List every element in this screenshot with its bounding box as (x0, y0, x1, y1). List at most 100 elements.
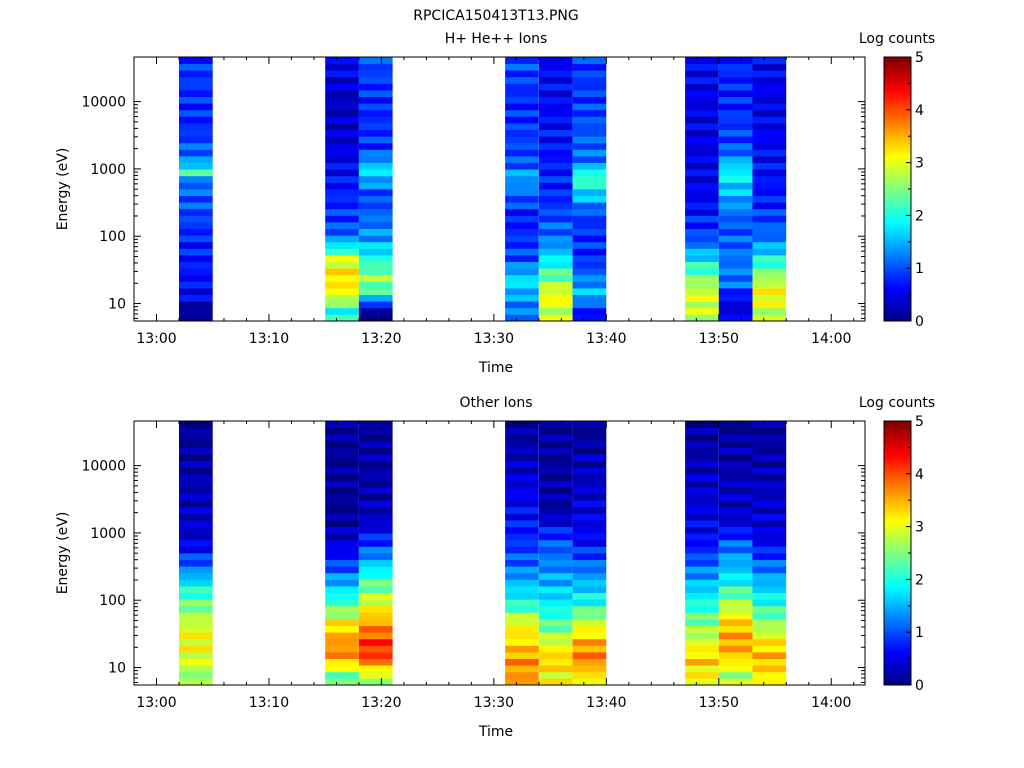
spectrogram-cell (325, 228, 359, 236)
spectrogram-cell (358, 500, 393, 508)
spectrogram-cell (325, 149, 359, 157)
spectrogram-cell (179, 195, 213, 203)
spectrogram-cell (325, 202, 359, 210)
spectrogram-cell (538, 307, 573, 315)
spectrogram-cell (505, 123, 539, 130)
spectrogram-cell (538, 586, 573, 593)
x-tick-label: 13:10 (249, 695, 289, 711)
spectrogram-cell (358, 572, 393, 580)
spectrogram-cell (572, 175, 607, 183)
spectrogram-cell (538, 473, 573, 481)
spectrogram-cell (358, 605, 393, 613)
spectrogram-cell (179, 533, 213, 541)
spectrogram-cell (685, 63, 719, 71)
spectrogram-cell (752, 294, 787, 302)
colorbar-segment (884, 513, 911, 517)
spectrogram-cell (505, 546, 539, 554)
colorbar-segment (884, 677, 911, 681)
spectrogram-cell (572, 70, 607, 78)
spectrogram-cell (358, 142, 393, 150)
colorbar-tick-label: 0 (915, 678, 924, 694)
spectrogram-cell (505, 109, 539, 117)
spectrogram-cell (752, 109, 787, 117)
colorbar-segment (884, 600, 911, 604)
spectrogram-cell (572, 638, 607, 646)
colorbar-segment (884, 70, 911, 74)
spectrogram-cell (718, 454, 753, 461)
spectrogram-cell (752, 473, 787, 481)
spectrogram-cell (572, 460, 607, 468)
spectrogram-cell (752, 195, 787, 203)
spectrogram-cell (685, 671, 719, 679)
spectrogram-cell (685, 625, 719, 633)
spectrogram-cell (358, 156, 393, 163)
colorbar-segment (884, 547, 911, 551)
spectrogram-cell (358, 294, 393, 302)
spectrogram-cell (325, 440, 359, 448)
colorbar-segment (884, 439, 911, 443)
spectrogram-cell (358, 625, 393, 633)
spectrogram-cell (358, 645, 393, 653)
spectrogram-cell (685, 632, 719, 640)
spectrogram-cell (718, 202, 753, 210)
spectrogram-cell (685, 506, 719, 514)
spectrogram-cell (718, 605, 753, 613)
spectrogram-cell (358, 553, 393, 560)
spectrogram-cell (538, 162, 573, 170)
spectrogram-cell (685, 678, 719, 686)
spectrogram-cell (752, 123, 787, 130)
spectrogram-cell (179, 632, 213, 640)
spectrogram-cell (538, 665, 573, 673)
spectrogram-cell (325, 123, 359, 130)
spectrogram-cell (358, 454, 393, 461)
spectrogram-cell (538, 136, 573, 144)
spectrogram-cell (685, 182, 719, 190)
spectrogram-cell (718, 645, 753, 653)
spectrogram-cell (179, 63, 213, 71)
spectrogram-cell (179, 493, 213, 501)
spectrogram-cell (572, 500, 607, 508)
spectrogram-cell (179, 301, 213, 309)
spectrogram-cell (538, 612, 573, 620)
spectrogram-cell (685, 520, 719, 527)
spectrogram-cell (179, 671, 213, 679)
colorbar-segment (884, 183, 911, 187)
spectrogram-cell (505, 434, 539, 442)
spectrogram-cell (718, 103, 753, 111)
colorbar-segment (884, 587, 911, 591)
spectrogram-cell (358, 241, 393, 249)
spectrogram-cell (325, 678, 359, 686)
colorbar-segment (884, 611, 911, 615)
colorbar-segment (884, 595, 911, 599)
spectrogram-cell (718, 632, 753, 640)
colorbar-segment (884, 255, 911, 259)
spectrogram-cell (752, 208, 787, 216)
colorbar-segment (884, 558, 911, 562)
spectrogram-cell (572, 288, 607, 295)
spectrogram-cell (538, 248, 573, 256)
colorbar-segment (884, 550, 911, 554)
spectrogram-cell (538, 625, 573, 633)
spectrogram-cell (325, 632, 359, 640)
spectrogram-cell (358, 434, 393, 442)
spectrogram-cell (538, 202, 573, 210)
spectrogram-cell (325, 592, 359, 600)
spectrogram-cell (572, 473, 607, 481)
spectrogram-cell (752, 506, 787, 514)
spectrogram-cell (572, 103, 607, 111)
spectrogram-cell (752, 612, 787, 620)
colorbar-segment (884, 313, 911, 317)
spectrogram-cell (538, 539, 573, 547)
spectrogram-cell (572, 274, 607, 282)
spectrogram-cell (505, 307, 539, 315)
spectrogram-cell (538, 500, 573, 508)
spectrogram-cell (718, 156, 753, 163)
spectrogram-cell (358, 632, 393, 640)
spectrogram-cell (572, 513, 607, 521)
spectrogram-cell (718, 592, 753, 600)
spectrogram-cell (358, 526, 393, 534)
spectrogram-cell (538, 566, 573, 574)
spectrogram-cell (538, 169, 573, 177)
spectrogram-cell (752, 467, 787, 475)
